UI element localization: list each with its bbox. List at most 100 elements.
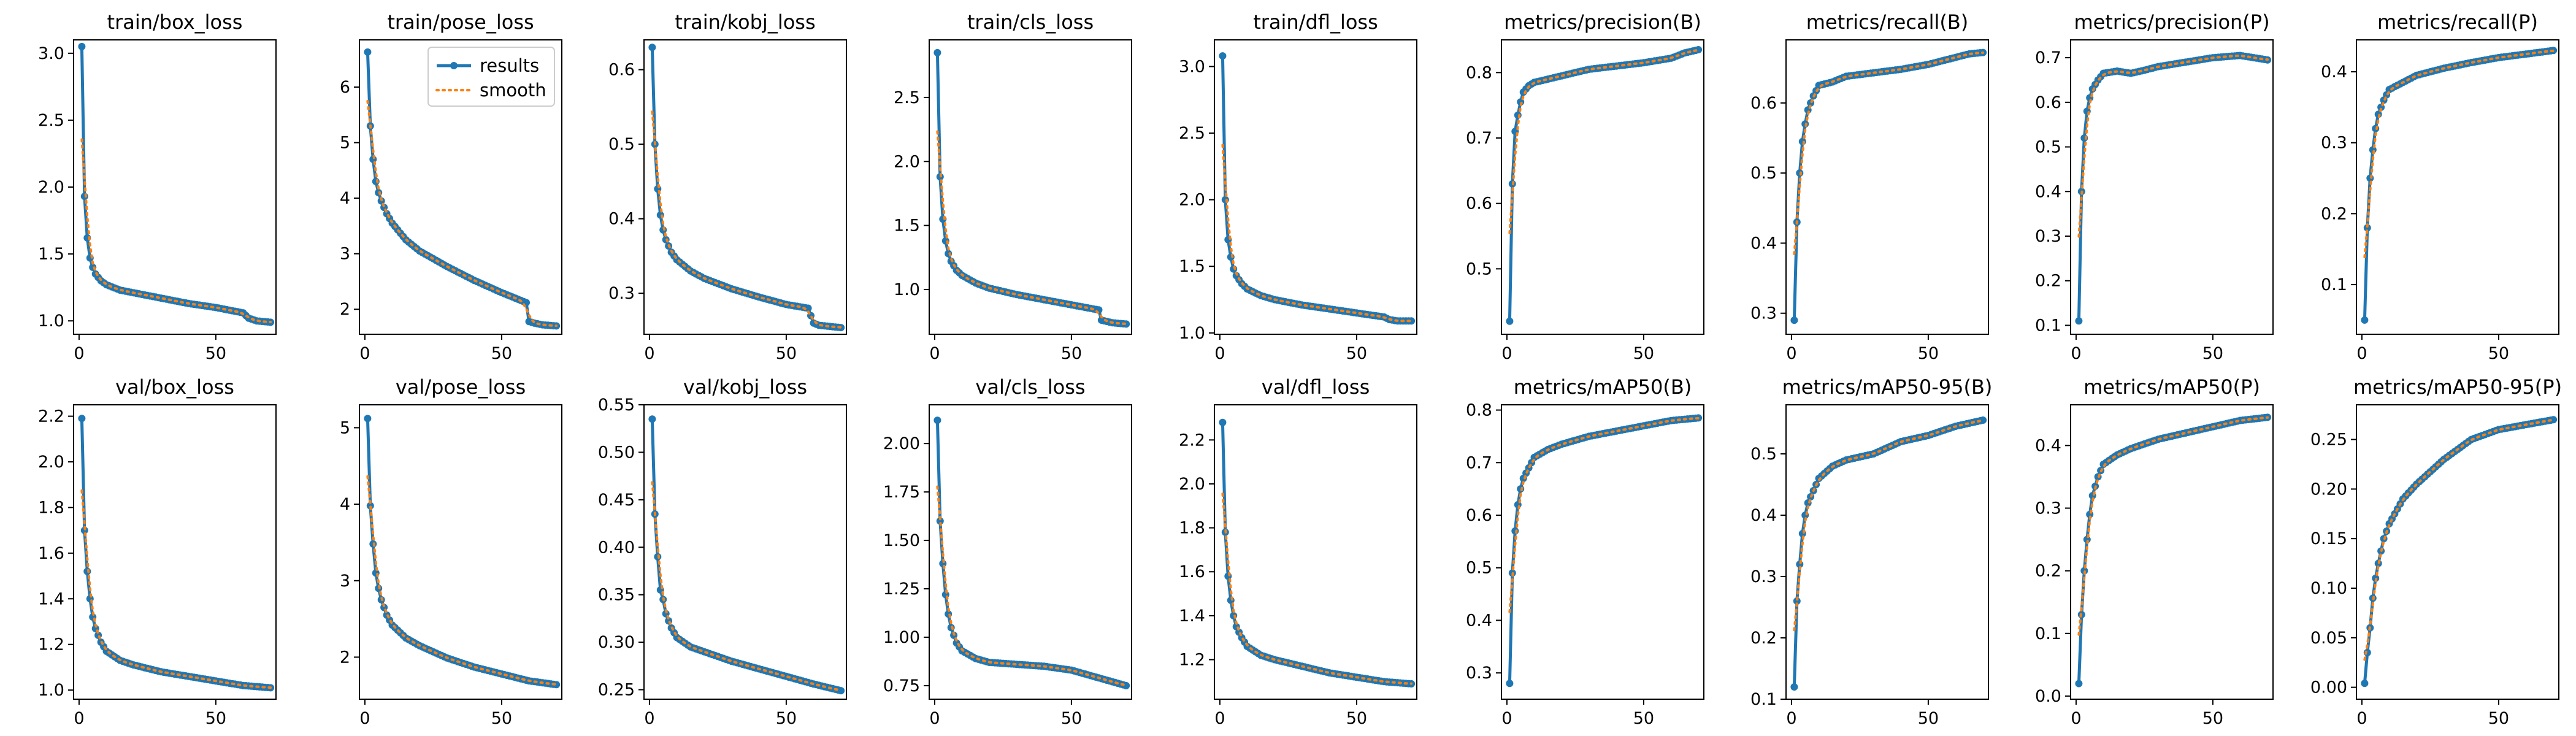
x-tick-label: 50 bbox=[1633, 709, 1654, 728]
series-results-line bbox=[935, 420, 1127, 688]
results-point bbox=[2361, 316, 2369, 324]
y-tick-label: 0.20 bbox=[2310, 480, 2347, 499]
y-tick-label: 1.8 bbox=[1179, 519, 1205, 538]
plot-frame bbox=[73, 39, 277, 335]
y-tick-label: 0.5 bbox=[1750, 164, 1777, 183]
x-tick-label: 50 bbox=[1918, 709, 1939, 728]
results-point bbox=[2075, 317, 2083, 325]
y-tick-label: 1.0 bbox=[38, 312, 64, 331]
subplot-title: metrics/mAP50-95(B) bbox=[1782, 375, 1993, 399]
y-tick-label: 1.6 bbox=[38, 544, 64, 563]
results-point bbox=[80, 193, 88, 201]
y-tick-label: 1.4 bbox=[1179, 607, 1205, 626]
plot-frame bbox=[1785, 39, 1989, 335]
y-tick-label: 0.5 bbox=[608, 135, 635, 154]
y-tick-label: 0.2 bbox=[2035, 562, 2061, 581]
y-tick-label: 0.5 bbox=[2035, 138, 2061, 157]
y-tick-label: 0.25 bbox=[2310, 431, 2347, 450]
subplot-title: val/cls_loss bbox=[975, 375, 1085, 399]
y-tick-label: 0.25 bbox=[598, 681, 635, 700]
subplot-title: train/dfl_loss bbox=[1253, 10, 1378, 34]
plot-frame bbox=[73, 404, 277, 700]
x-tick-label: 50 bbox=[2202, 344, 2223, 363]
x-tick-label: 0 bbox=[1214, 709, 1225, 728]
series-results-line bbox=[80, 418, 271, 689]
y-tick-label: 1.8 bbox=[38, 498, 64, 517]
results-point bbox=[1506, 680, 1514, 688]
series-results-line bbox=[1792, 418, 1984, 688]
subplot-title: metrics/mAP50(B) bbox=[1514, 375, 1692, 399]
series-smooth-line bbox=[80, 489, 272, 689]
results-point bbox=[364, 48, 372, 56]
subplot-8: metrics/recall(P) 0 50 0.1 0.2 0.3 0.4 bbox=[2321, 10, 2559, 363]
series-smooth-line bbox=[2363, 418, 2555, 661]
y-tick-label: 0.6 bbox=[2035, 93, 2061, 112]
y-tick-label: 2.5 bbox=[894, 88, 920, 107]
results-point bbox=[1408, 317, 1416, 325]
y-tick-label: 0.5 bbox=[1750, 445, 1777, 464]
y-tick-label: 0.3 bbox=[1750, 567, 1777, 586]
y-tick-label: 0.3 bbox=[2035, 227, 2061, 246]
x-tick-label: 50 bbox=[776, 709, 797, 728]
plot-frame bbox=[1501, 404, 1704, 700]
y-tick-label: 0.1 bbox=[1750, 690, 1777, 709]
results-point bbox=[80, 526, 88, 534]
results-point bbox=[1219, 52, 1227, 60]
x-tick-label: 50 bbox=[491, 709, 512, 728]
plot-frame bbox=[643, 39, 847, 335]
y-tick-label: 0.75 bbox=[883, 677, 920, 696]
series-results-line bbox=[2077, 415, 2268, 684]
results-point bbox=[1790, 683, 1798, 691]
results-point bbox=[648, 44, 656, 52]
y-tick-label: 0.4 bbox=[608, 210, 635, 229]
subplot-5: metrics/precision(B) 0 50 0.5 0.6 0.7 0.8 bbox=[1466, 10, 1704, 363]
series-smooth-line bbox=[651, 481, 843, 692]
results-point bbox=[1790, 316, 1798, 324]
y-tick-label: 6 bbox=[340, 78, 350, 97]
y-tick-label: 1.00 bbox=[883, 628, 920, 647]
y-tick-label: 4 bbox=[340, 495, 350, 514]
y-tick-label: 1.50 bbox=[883, 531, 920, 550]
subplot-title: metrics/precision(B) bbox=[1504, 10, 1701, 34]
results-point bbox=[1793, 597, 1801, 605]
plot-frame bbox=[643, 404, 847, 700]
x-tick-label: 0 bbox=[359, 344, 370, 363]
y-tick-label: 0.6 bbox=[608, 61, 635, 80]
y-tick-label: 2 bbox=[340, 648, 350, 667]
subplot-title: metrics/recall(P) bbox=[2377, 10, 2538, 34]
results-point bbox=[1122, 320, 1130, 328]
results-point bbox=[366, 502, 374, 510]
plot-frame bbox=[1501, 39, 1704, 335]
series-smooth-line bbox=[1508, 48, 1700, 234]
results-point bbox=[2550, 416, 2558, 424]
legend: results smooth bbox=[427, 47, 555, 107]
plot-frame bbox=[1785, 404, 1989, 700]
series-results-line bbox=[80, 46, 271, 324]
plot-frame bbox=[2356, 404, 2559, 700]
subplot-3: train/cls_loss 0 50 1.0 1.5 2.0 2.5 bbox=[894, 10, 1132, 363]
subplot-17: metrics/mAP50-95(P) 0 50 0.00 0.05 0.10 0.15 0.… bbox=[2310, 375, 2562, 728]
subplot-11: val/kobj_loss 0 50 0.25 0.30 0.35 0.40 0.45 0.50… bbox=[598, 375, 847, 728]
results-point bbox=[2366, 174, 2374, 182]
results-point bbox=[1511, 527, 1519, 535]
x-tick-label: 50 bbox=[1918, 344, 1939, 363]
x-tick-label: 50 bbox=[2202, 709, 2223, 728]
legend-box bbox=[427, 47, 555, 107]
y-tick-label: 3 bbox=[340, 572, 350, 591]
y-tick-label: 2.5 bbox=[38, 111, 64, 130]
results-point bbox=[364, 415, 372, 423]
plot-frame bbox=[359, 39, 562, 335]
y-tick-label: 0.3 bbox=[608, 284, 635, 303]
series-smooth-line bbox=[2363, 49, 2555, 259]
plot-frame bbox=[929, 39, 1132, 335]
subplot-14: metrics/mAP50(B) 0 50 0.3 0.4 0.5 0.6 0.7 0.8 bbox=[1466, 375, 1704, 728]
x-tick-label: 0 bbox=[74, 344, 84, 363]
y-tick-label: 2.0 bbox=[1179, 475, 1205, 494]
y-tick-label: 0.10 bbox=[2310, 579, 2347, 598]
subplot-title: train/cls_loss bbox=[967, 10, 1094, 34]
results-point bbox=[933, 416, 941, 424]
y-tick-label: 2.5 bbox=[1179, 124, 1205, 143]
legend-results-label: results bbox=[480, 55, 539, 76]
y-tick-label: 1.5 bbox=[38, 245, 64, 264]
y-tick-label: 0.4 bbox=[1466, 611, 1492, 630]
